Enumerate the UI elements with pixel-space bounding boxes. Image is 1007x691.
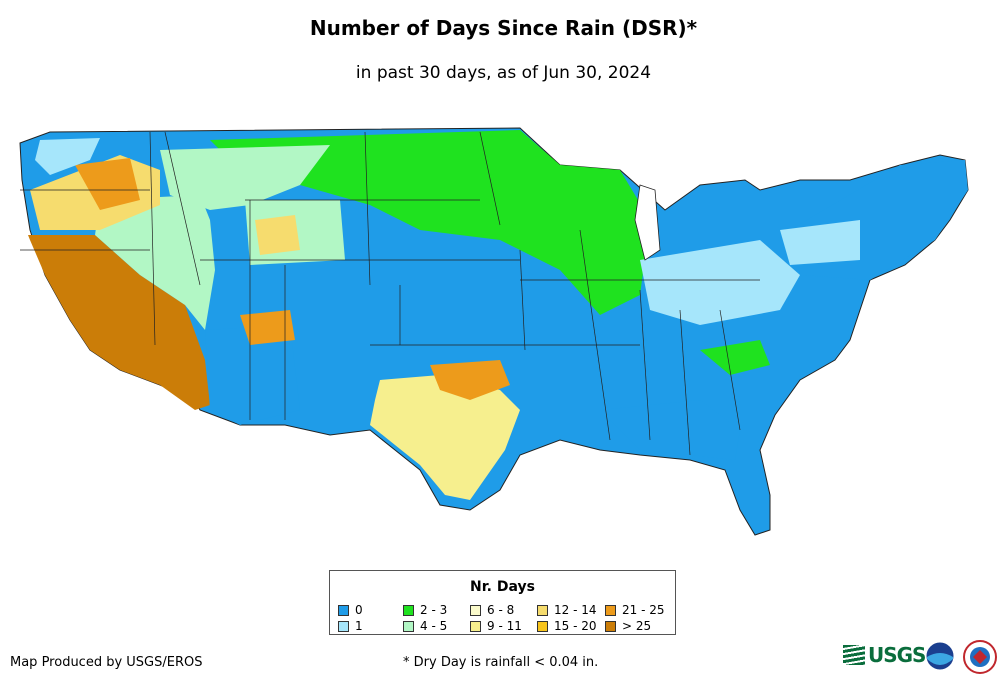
legend-swatch xyxy=(470,604,481,616)
wyoming-dry-spot xyxy=(255,215,300,255)
legend-swatch xyxy=(537,620,548,632)
dry-day-footnote: * Dry Day is rainfall < 0.04 in. xyxy=(403,655,599,670)
legend-swatch xyxy=(470,620,481,632)
map-title: Number of Days Since Rain (DSR)* xyxy=(309,16,698,40)
legend-label: > 25 xyxy=(622,619,652,633)
map-subtitle: in past 30 days, as of Jun 30, 2024 xyxy=(355,63,652,83)
legend-label: 6 - 8 xyxy=(487,603,515,617)
montana-region xyxy=(160,145,330,210)
legend-label: 21 - 25 xyxy=(622,603,665,617)
nws-logo-icon xyxy=(963,640,997,674)
legend-swatch xyxy=(403,620,414,632)
dsr-map xyxy=(0,110,1007,550)
usgs-logo-text: USGS xyxy=(868,643,926,667)
legend-swatch xyxy=(338,620,349,632)
lake-michigan xyxy=(634,184,661,261)
ohio-valley-region xyxy=(640,240,800,325)
new-york-region xyxy=(780,220,860,265)
washington-region xyxy=(35,138,100,175)
map-credit: Map Produced by USGS/EROS xyxy=(10,655,203,670)
usgs-logo: USGS xyxy=(843,643,926,667)
map-legend: Nr. Days 0 1 2 - 3 4 - 5 6 - 8 9 - 11 12… xyxy=(329,570,676,635)
legend-item-3: 4 - 5 xyxy=(403,619,447,633)
pnw-orange-region xyxy=(75,158,140,210)
legend-title: Nr. Days xyxy=(470,579,535,595)
legend-swatch xyxy=(338,604,349,616)
legend-label: 2 - 3 xyxy=(420,603,448,617)
legend-label: 15 - 20 xyxy=(554,619,597,633)
legend-label: 1 xyxy=(355,619,363,633)
legend-swatch xyxy=(537,604,548,616)
southeast-region xyxy=(600,400,740,460)
state-borders xyxy=(20,131,760,456)
usgs-mark-icon xyxy=(843,645,865,665)
legend-item-4: 6 - 8 xyxy=(470,603,514,617)
legend-swatch xyxy=(605,620,616,632)
southeast-green-spot xyxy=(700,340,770,375)
legend-item-6: 12 - 14 xyxy=(537,603,597,617)
legend-label: 12 - 14 xyxy=(554,603,597,617)
legend-item-2: 2 - 3 xyxy=(403,603,447,617)
four-corners-dry-spot xyxy=(240,310,295,345)
noaa-logo-icon xyxy=(925,641,955,671)
legend-item-9: > 25 xyxy=(605,619,651,633)
texas-dry-region xyxy=(370,375,520,500)
legend-item-5: 9 - 11 xyxy=(470,619,522,633)
west-dry-region xyxy=(28,235,210,410)
legend-label: 4 - 5 xyxy=(420,619,448,633)
legend-swatch xyxy=(403,604,414,616)
southwest-region xyxy=(205,325,300,425)
northern-plains-region xyxy=(210,130,650,315)
legend-label: 0 xyxy=(355,603,363,617)
legend-label: 9 - 11 xyxy=(487,619,522,633)
legend-swatch xyxy=(605,604,616,616)
legend-item-0: 0 xyxy=(338,603,363,617)
texas-orange-spot xyxy=(430,360,510,400)
legend-item-8: 21 - 25 xyxy=(605,603,665,617)
great-basin-region xyxy=(95,195,215,330)
legend-item-7: 15 - 20 xyxy=(537,619,597,633)
us-map-svg xyxy=(19,127,969,536)
legend-item-1: 1 xyxy=(338,619,363,633)
